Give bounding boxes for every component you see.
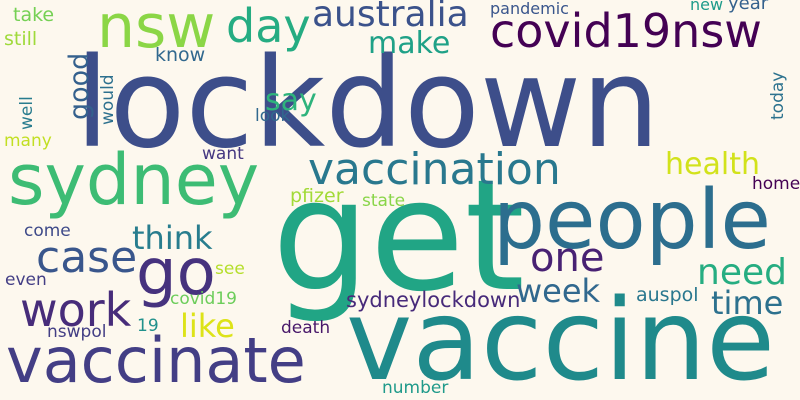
word-death: death	[281, 318, 331, 338]
word-vaccine: vaccine	[346, 276, 776, 400]
word-sydney: sydney	[8, 139, 260, 221]
word-day: day	[226, 0, 311, 53]
word-good-vertical: good	[64, 52, 95, 120]
word-think: think	[132, 219, 213, 257]
word-know: know	[155, 44, 206, 66]
word-time: time	[711, 284, 784, 322]
word-go: go	[136, 236, 216, 310]
word-year: year	[728, 0, 769, 14]
word-say: say	[265, 83, 317, 118]
word-take: take	[13, 4, 55, 26]
word-need: need	[697, 252, 787, 293]
word-case: case	[36, 232, 138, 283]
word-one: one	[530, 235, 605, 281]
word-well-vertical: well	[17, 96, 37, 130]
word-auspol: auspol	[636, 284, 699, 306]
word-want: want	[202, 144, 244, 164]
word-nsw: nsw	[97, 0, 216, 62]
word-still: still	[4, 28, 38, 50]
word-work: work	[20, 283, 132, 337]
word-state: state	[362, 191, 406, 211]
word-people: people	[493, 173, 771, 268]
word-number: number	[382, 378, 449, 398]
word-covid19: covid19	[170, 289, 237, 309]
word-like: like	[180, 307, 235, 345]
word-see: see	[215, 259, 245, 279]
word-nswpol: nswpol	[47, 322, 107, 342]
word-vaccinate: vaccinate	[6, 324, 306, 397]
word-today-vertical: today	[768, 71, 788, 120]
word-get: get	[272, 147, 525, 326]
word-make: make	[368, 26, 451, 61]
word-health: health	[665, 147, 760, 182]
word-19: 19	[137, 316, 159, 336]
word-pandemic: pandemic	[490, 0, 569, 18]
word-sydneylockdown: sydneylockdown	[346, 288, 521, 312]
word-come: come	[24, 221, 71, 241]
word-look: look	[255, 106, 291, 126]
word-home: home	[752, 174, 800, 194]
word-would-vertical: would	[98, 74, 118, 125]
word-covid19nsw: covid19nsw	[490, 4, 762, 58]
word-pfizer: pfizer	[290, 185, 344, 207]
word-lockdown: lockdown	[75, 32, 660, 176]
word-vaccination: vaccination	[308, 144, 561, 195]
word-even: even	[5, 270, 47, 290]
word-australia: australia	[312, 0, 469, 35]
word-many: many	[4, 131, 52, 151]
word-new: new	[690, 0, 724, 14]
word-week: week	[516, 272, 601, 310]
